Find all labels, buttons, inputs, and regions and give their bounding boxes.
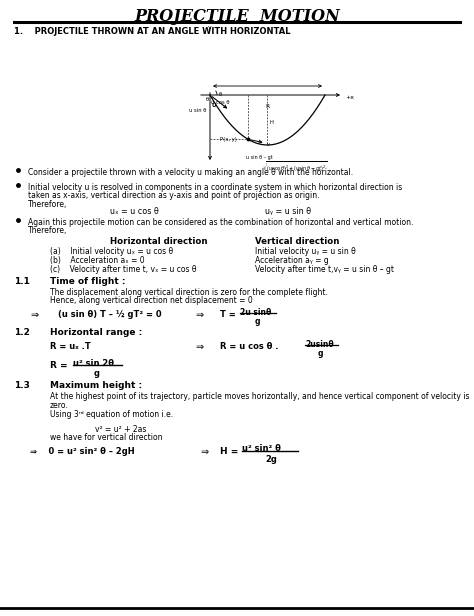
Text: we have for vertical direction: we have for vertical direction <box>50 433 163 442</box>
Text: 1.1: 1.1 <box>14 277 30 286</box>
Text: Using 3ʳᵈ equation of motion i.e.: Using 3ʳᵈ equation of motion i.e. <box>50 410 173 419</box>
Text: 2usinθ: 2usinθ <box>305 340 334 349</box>
Text: u² sin 2θ: u² sin 2θ <box>73 359 114 368</box>
Text: Acceleration aᵧ = g: Acceleration aᵧ = g <box>255 256 329 265</box>
Text: Horizontal range :: Horizontal range : <box>50 328 142 337</box>
Text: v: v <box>266 142 270 147</box>
Text: g: g <box>255 317 261 326</box>
Text: R: R <box>265 104 270 109</box>
Text: Again this projectile motion can be considered as the combination of horizontal : Again this projectile motion can be cons… <box>28 218 413 227</box>
Text: θ: θ <box>206 97 209 102</box>
Text: Therefore,: Therefore, <box>28 200 67 209</box>
Text: ⇒: ⇒ <box>195 342 203 352</box>
Text: Vertical direction: Vertical direction <box>255 237 339 246</box>
Text: (c)    Velocity after time t, vₓ = u cos θ: (c) Velocity after time t, vₓ = u cos θ <box>50 265 197 274</box>
Text: R = u cos θ .: R = u cos θ . <box>220 342 279 351</box>
Text: H =: H = <box>220 447 238 456</box>
Text: 1.    PROJECTILE THROWN AT AN ANGLE WITH HORIZONTAL: 1. PROJECTILE THROWN AT AN ANGLE WITH HO… <box>14 27 291 36</box>
Text: y: y <box>208 25 212 30</box>
Text: 1.2: 1.2 <box>14 328 30 337</box>
Text: U: U <box>211 103 216 108</box>
Text: ⇒: ⇒ <box>200 447 208 457</box>
Text: uₓ = u cos θ: uₓ = u cos θ <box>110 207 159 216</box>
Text: (u sin θ) T – ½ gT² = 0: (u sin θ) T – ½ gT² = 0 <box>58 310 162 319</box>
Text: u sin θ: u sin θ <box>189 108 206 113</box>
Text: (b)    Acceleration aₓ = 0: (b) Acceleration aₓ = 0 <box>50 256 145 265</box>
Text: ⇒    0 = u² sin² θ – 2gH: ⇒ 0 = u² sin² θ – 2gH <box>30 447 135 456</box>
Text: Time of flight :: Time of flight : <box>50 277 126 286</box>
Text: Therefore,: Therefore, <box>28 227 67 235</box>
Text: R =: R = <box>50 361 68 370</box>
Text: PROJECTILE  MOTION: PROJECTILE MOTION <box>134 8 340 25</box>
Text: Hence, along vertical direction net displacement = 0: Hence, along vertical direction net disp… <box>50 296 253 305</box>
Text: $\sqrt{(u\cos\theta)^2+(u\sin\theta-gt)^2}$: $\sqrt{(u\cos\theta)^2+(u\sin\theta-gt)^… <box>263 161 328 174</box>
Text: R = uₓ .T: R = uₓ .T <box>50 342 91 351</box>
Text: Maximum height :: Maximum height : <box>50 381 142 390</box>
Text: uᵧ = u sin θ: uᵧ = u sin θ <box>265 207 311 216</box>
Text: g: g <box>318 349 323 358</box>
Text: Consider a projectile thrown with a velocity u making an angle θ with the horizo: Consider a projectile thrown with a velo… <box>28 168 353 177</box>
Text: H: H <box>270 120 273 125</box>
Text: 2g: 2g <box>265 455 277 464</box>
Text: taken as x-axis, vertical direction as y-axis and point of projection as origin.: taken as x-axis, vertical direction as y… <box>28 192 319 200</box>
Text: 2u sinθ: 2u sinθ <box>240 308 272 317</box>
Text: T =: T = <box>220 310 236 319</box>
Text: At the highest point of its trajectory, particle moves horizontally, and hence v: At the highest point of its trajectory, … <box>50 392 470 401</box>
Text: +x: +x <box>345 95 354 100</box>
Text: Velocity after time t,vᵧ = u sin θ – gt: Velocity after time t,vᵧ = u sin θ – gt <box>255 265 394 274</box>
Text: zero.: zero. <box>50 400 69 410</box>
Text: u cos θ: u cos θ <box>210 100 229 105</box>
Text: P(x, y): P(x, y) <box>220 137 237 142</box>
Text: g: g <box>94 369 100 378</box>
Text: Initial velocity uᵧ = u sin θ: Initial velocity uᵧ = u sin θ <box>255 247 356 256</box>
Text: (a)    Initial velocity uₓ = u cos θ: (a) Initial velocity uₓ = u cos θ <box>50 247 173 256</box>
Text: ⇒: ⇒ <box>195 310 203 320</box>
Text: u sin θ – gt: u sin θ – gt <box>246 155 273 160</box>
Text: Initial velocity u is resolved in components in a coordinate system in which hor: Initial velocity u is resolved in compon… <box>28 183 402 192</box>
Text: v² = u² + 2as: v² = u² + 2as <box>95 425 146 434</box>
Text: ⇒: ⇒ <box>30 310 38 320</box>
Text: u² sin² θ: u² sin² θ <box>242 444 281 453</box>
Text: The displacement along vertical direction is zero for the complete flight.: The displacement along vertical directio… <box>50 288 328 297</box>
Text: 1.3: 1.3 <box>14 381 30 390</box>
Text: θ: θ <box>219 92 222 97</box>
Text: Horizontal direction: Horizontal direction <box>110 237 208 246</box>
